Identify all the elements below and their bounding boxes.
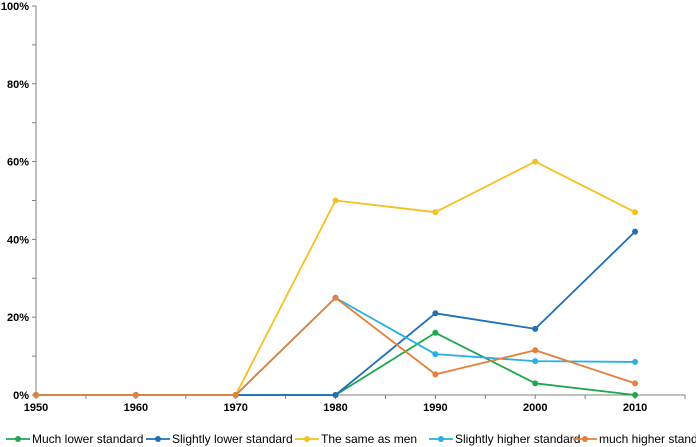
data-point <box>632 392 639 398</box>
legend-swatch-marker <box>582 436 588 442</box>
legend-swatch-marker <box>304 436 310 442</box>
data-point <box>432 310 439 317</box>
series-line <box>36 296 636 396</box>
legend-item: much higher standard <box>573 432 696 446</box>
series-slightly-lower-standard <box>33 228 639 398</box>
data-point <box>432 329 439 336</box>
data-point <box>432 371 439 378</box>
data-point <box>532 325 539 332</box>
x-tick-label: 2010 <box>623 402 647 414</box>
data-point <box>132 392 139 398</box>
x-tick-label: 1990 <box>423 402 447 414</box>
series-much-higher-standard <box>33 294 639 398</box>
x-tick-label: 2000 <box>523 402 547 414</box>
legend-label: Much lower standard <box>32 432 143 446</box>
legend-label: Slightly higher standard <box>455 432 580 446</box>
legend-item: Much lower standard <box>6 432 143 446</box>
data-point <box>332 294 339 301</box>
x-tick-label: 1980 <box>323 402 347 414</box>
data-point <box>632 228 639 235</box>
data-point <box>632 380 639 387</box>
data-point <box>332 392 339 398</box>
series-group <box>33 158 639 398</box>
legend-label: The same as men <box>321 432 417 446</box>
legend: Much lower standard Slightly lower standa… <box>6 432 696 446</box>
legend-item: Slightly lower standard <box>146 432 293 446</box>
x-tick-label: 1950 <box>24 402 48 414</box>
y-tick-label: 40% <box>7 234 29 246</box>
series-line <box>36 230 636 396</box>
data-point <box>532 380 539 387</box>
x-tick-label: 1970 <box>223 402 247 414</box>
data-point <box>632 209 639 216</box>
y-tick-label: 0% <box>13 390 29 402</box>
series-much-lower-standard <box>33 329 639 398</box>
data-point <box>432 351 439 358</box>
data-point <box>432 209 439 216</box>
legend-label: Slightly lower standard <box>172 432 293 446</box>
x-axis-ticks: 1950 1960 1970 1980 1990 2000 2010 <box>24 395 686 414</box>
y-axis-ticks: 0% 20% 40% 60% 80% 100% <box>1 1 36 402</box>
data-point <box>532 158 539 165</box>
series-slightly-higher-standard <box>33 294 639 398</box>
legend-swatch-marker <box>438 436 444 442</box>
y-tick-label: 60% <box>7 157 29 169</box>
data-point <box>632 358 639 365</box>
data-point <box>232 392 239 398</box>
series-line <box>36 160 636 396</box>
legend-item: The same as men <box>295 432 417 446</box>
y-tick-label: 100% <box>1 1 29 13</box>
series-line <box>36 331 636 396</box>
data-point <box>33 392 39 398</box>
y-tick-label: 80% <box>7 79 29 91</box>
data-point <box>532 347 539 354</box>
data-point <box>332 197 339 204</box>
series-line <box>36 296 636 396</box>
data-point <box>532 358 539 365</box>
axes <box>35 6 685 396</box>
legend-item: Slightly higher standard <box>429 432 580 446</box>
legend-swatch-marker <box>155 436 161 442</box>
legend-label: much higher standard <box>599 432 696 446</box>
x-tick-label: 1960 <box>124 402 148 414</box>
legend-swatch-marker <box>15 436 21 442</box>
y-tick-label: 20% <box>7 312 29 324</box>
